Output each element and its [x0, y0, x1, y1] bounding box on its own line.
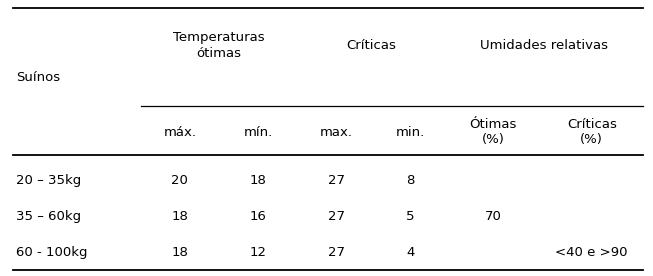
Text: 60 - 100kg: 60 - 100kg [16, 246, 88, 259]
Text: min.: min. [396, 126, 425, 139]
Text: Críticas: Críticas [347, 39, 396, 52]
Text: 18: 18 [249, 174, 266, 187]
Text: 20: 20 [172, 174, 188, 187]
Text: 27: 27 [328, 210, 345, 223]
Text: 18: 18 [172, 210, 188, 223]
Text: 5: 5 [406, 210, 415, 223]
Text: mín.: mín. [244, 126, 273, 139]
Text: Críticas
(%): Críticas (%) [567, 118, 616, 147]
Text: 27: 27 [328, 174, 345, 187]
Text: 27: 27 [328, 246, 345, 259]
Text: 18: 18 [172, 246, 188, 259]
Text: 8: 8 [406, 174, 415, 187]
Text: Temperaturas
ótimas: Temperaturas ótimas [173, 31, 265, 60]
Text: 35 – 60kg: 35 – 60kg [16, 210, 82, 223]
Text: 12: 12 [249, 246, 266, 259]
Text: Umidades relativas: Umidades relativas [481, 39, 609, 52]
Text: 16: 16 [249, 210, 266, 223]
Text: 4: 4 [406, 246, 415, 259]
Text: Ótimas
(%): Ótimas (%) [470, 118, 517, 147]
Text: 70: 70 [485, 210, 502, 223]
Text: 20 – 35kg: 20 – 35kg [16, 174, 82, 187]
Text: max.: max. [320, 126, 353, 139]
Text: <40 e >90: <40 e >90 [556, 246, 628, 259]
Text: Suínos: Suínos [16, 71, 61, 84]
Text: máx.: máx. [163, 126, 197, 139]
